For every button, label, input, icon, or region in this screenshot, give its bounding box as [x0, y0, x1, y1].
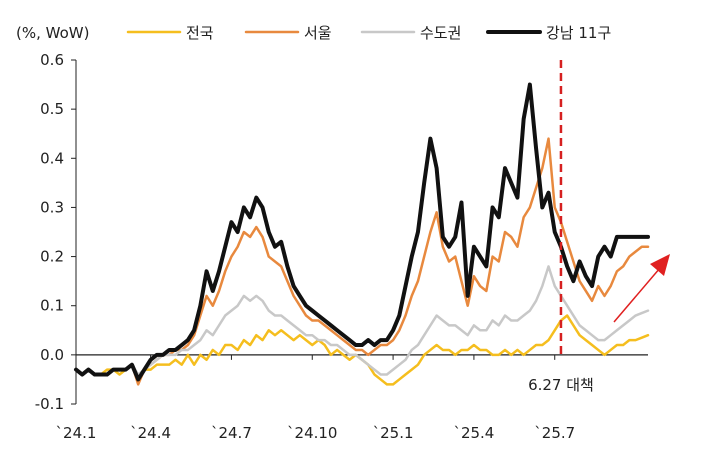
series-line-3: [74, 265, 650, 376]
trend-arrow-shaft: [613, 267, 661, 323]
legend-label: 전국: [186, 24, 214, 42]
legend-label: 강남 11구: [546, 24, 611, 42]
y-unit-label: (%, WoW): [16, 24, 89, 42]
y-tick-label: 0.5: [40, 100, 64, 118]
y-axis: -0.1 0.0 0.1 0.2 0.3 0.4 0.5 0.6: [35, 51, 77, 413]
legend: 전국 서울 수도권 강남 11구: [126, 24, 611, 42]
x-tick-label: `24.1: [56, 424, 97, 442]
y-tick-label: -0.1: [35, 395, 64, 413]
series-group: [74, 82, 650, 386]
x-tick-label: `24.4: [130, 424, 171, 442]
x-tick-label: `24.7: [211, 424, 252, 442]
y-tick-label: 0.3: [40, 198, 64, 216]
policy-marker-label: 6.27 대책: [528, 376, 594, 394]
x-tick-label: `24.10: [287, 424, 337, 442]
legend-label: 서울: [304, 24, 332, 42]
x-tick-label: `25.1: [373, 424, 414, 442]
series-line-4: [74, 82, 650, 382]
series-line-2: [74, 137, 650, 386]
x-axis: `24.1 `24.4 `24.7 `24.10 `25.1 `25.4 `25.7: [56, 354, 648, 442]
legend-label: 수도권: [420, 24, 461, 42]
x-tick-label: `25.7: [534, 424, 575, 442]
x-tick-label: `25.4: [453, 424, 494, 442]
annotation-group: 6.27 대책: [528, 60, 670, 394]
y-tick-label: 0.6: [40, 51, 64, 69]
y-tick-label: 0.0: [40, 346, 64, 364]
y-tick-label: 0.2: [40, 248, 64, 266]
trend-arrow-head: [650, 254, 670, 276]
y-tick-label: 0.1: [40, 297, 64, 315]
y-tick-label: 0.4: [40, 149, 64, 167]
